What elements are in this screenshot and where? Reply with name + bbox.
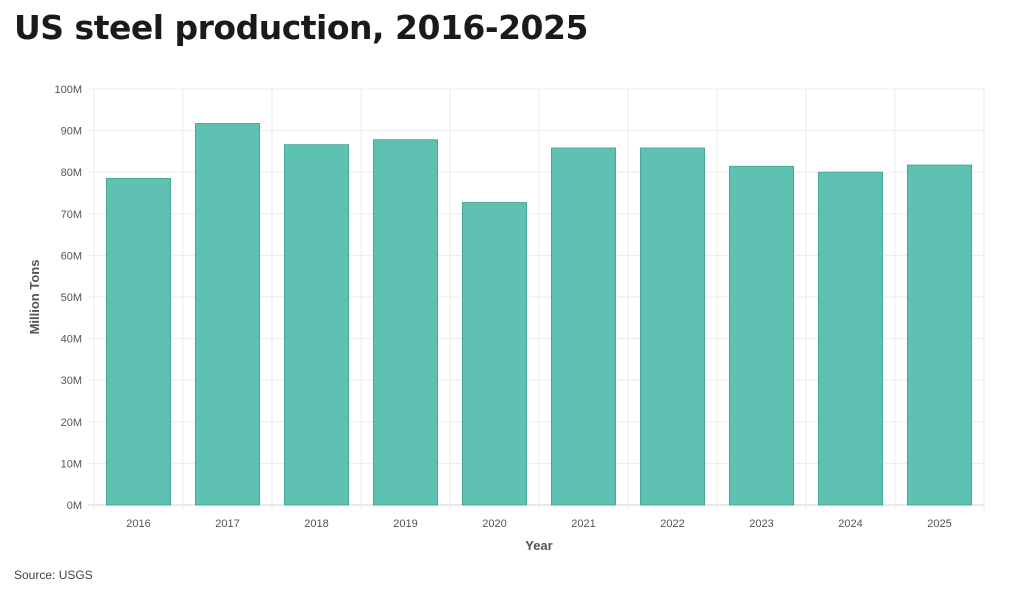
y-tick-label: 0M <box>67 500 82 512</box>
bar-2023 <box>728 165 795 506</box>
bars <box>105 123 973 506</box>
y-tick-label: 100M <box>54 84 82 96</box>
x-tick-label: 2023 <box>749 518 773 530</box>
x-tick-label: 2016 <box>126 518 150 530</box>
bar-2021 <box>550 147 617 506</box>
x-tick-label: 2017 <box>215 518 239 530</box>
x-tick-label: 2021 <box>571 518 595 530</box>
chart-title: US steel production, 2016-2025 <box>14 8 588 47</box>
bar-2022 <box>639 147 706 506</box>
bar-2019 <box>372 139 439 506</box>
y-tick-label: 80M <box>61 167 82 179</box>
x-tick-label: 2018 <box>304 518 328 530</box>
bar-2016 <box>105 177 172 506</box>
y-tick-label: 40M <box>61 334 82 346</box>
x-tick-label: 2020 <box>482 518 506 530</box>
bar-2018 <box>283 144 350 506</box>
x-tick-label: 2019 <box>393 518 417 530</box>
x-axis: 2016 2017 2018 2019 2020 2021 2022 2023 2024 2025 <box>126 518 951 530</box>
bar-2020 <box>461 202 528 506</box>
y-tick-label: 20M <box>61 417 82 429</box>
x-tick-label: 2024 <box>838 518 862 530</box>
y-tick-label: 10M <box>61 458 82 470</box>
x-tick-label: 2025 <box>927 518 951 530</box>
y-tick-label: 50M <box>61 292 82 304</box>
x-tick-label: 2022 <box>660 518 684 530</box>
y-tick-label: 30M <box>61 375 82 387</box>
bar-2024 <box>817 171 884 506</box>
bar-2025 <box>906 164 973 506</box>
y-tick-label: 90M <box>61 126 82 138</box>
source-note: Source: USGS <box>14 568 93 582</box>
y-axis: 0M 10M 20M 30M 40M 50M 60M 70M 80M 90M 100M <box>54 84 82 512</box>
bar-2017 <box>194 123 261 506</box>
x-axis-label: Year <box>525 538 552 553</box>
y-tick-label: 70M <box>61 209 82 221</box>
y-tick-label: 60M <box>61 250 82 262</box>
y-axis-label: Million Tons <box>27 260 42 335</box>
